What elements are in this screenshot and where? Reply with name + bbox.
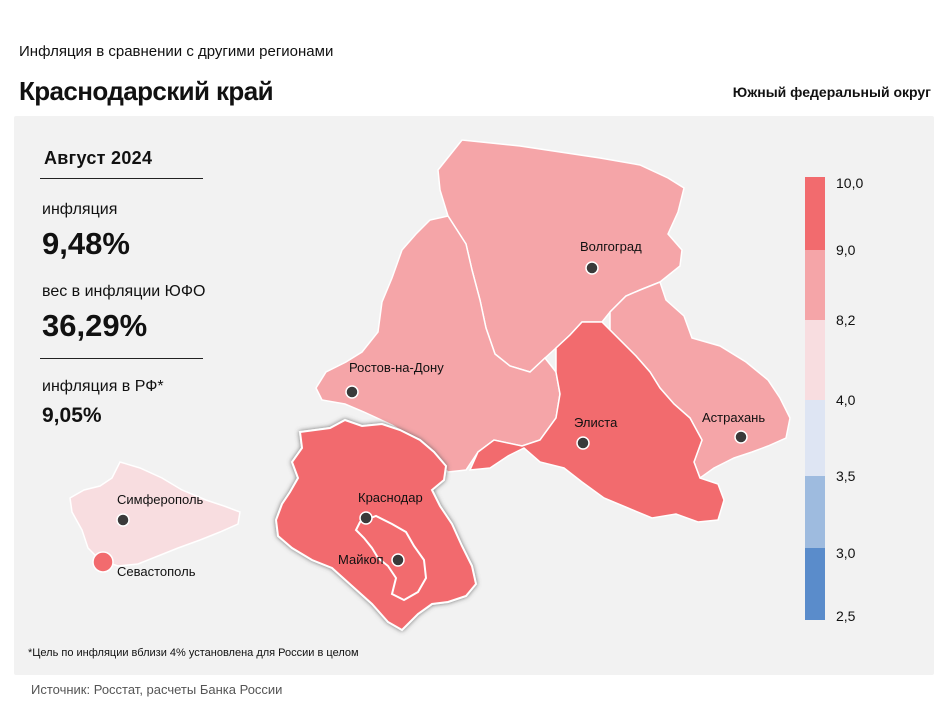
city-label-rostov: Ростов-на-Дону — [349, 360, 444, 375]
city-label-astrakhan: Астрахань — [702, 410, 765, 425]
legend-bin-2_5-3 — [805, 548, 825, 620]
legend-tick-3_5: 3,5 — [836, 468, 856, 484]
legend-bin-8_2-9 — [805, 250, 825, 320]
legend-tick-8_2: 8,2 — [836, 312, 856, 328]
legend-tick-4: 4,0 — [836, 392, 856, 408]
weight-value: 36,29% — [42, 308, 148, 343]
supertitle: Инфляция в сравнении с другими регионами — [19, 43, 334, 60]
city-marker-sevastopol[interactable]: Севастополь — [92, 551, 196, 579]
city-dot-rostov — [345, 385, 359, 399]
russia-inflation-value: 9,05% — [42, 404, 102, 427]
region-crimea[interactable] — [69, 461, 241, 567]
city-dot-simferopol — [116, 513, 130, 527]
divider-bottom — [40, 358, 203, 359]
page-title: Краснодарский край — [19, 76, 274, 106]
legend-bin-3_5-4 — [805, 400, 825, 476]
legend-tick-9: 9,0 — [836, 242, 856, 258]
legend-tick-2_5: 2,5 — [836, 608, 856, 624]
footnote: *Цель по инфляции вблизи 4% установлена … — [28, 647, 359, 659]
legend-bin-9-10 — [805, 177, 825, 250]
legend-bin-4-8_2 — [805, 320, 825, 400]
weight-label: вес в инфляции ЮФО — [42, 283, 206, 300]
city-label-volgograd: Волгоград — [580, 239, 642, 254]
city-marker-krasnodar[interactable]: Краснодар — [358, 490, 423, 525]
city-label-simferopol: Симферополь — [117, 492, 204, 507]
city-label-sevastopol: Севастополь — [117, 564, 196, 579]
district-label: Южный федеральный округ — [732, 84, 931, 100]
sevastopol-region-circle — [92, 551, 114, 573]
legend-bin-3-3_5 — [805, 476, 825, 548]
city-dot-volgograd — [585, 261, 599, 275]
russia-inflation-label: инфляция в РФ* — [42, 378, 164, 395]
city-marker-simferopol[interactable]: Симферополь — [116, 492, 204, 527]
city-label-maykop: Майкоп — [338, 552, 384, 567]
color-legend: 10,0 9,0 8,2 4,0 3,5 3,0 2,5 — [805, 175, 863, 624]
region-adygea[interactable] — [354, 514, 428, 602]
city-label-krasnodar: Краснодар — [358, 490, 423, 505]
source-note: Источник: Росстат, расчеты Банка России — [31, 682, 283, 697]
city-marker-volgograd[interactable]: Волгоград — [580, 239, 642, 275]
legend-tick-10: 10,0 — [836, 175, 863, 191]
city-marker-elista[interactable]: Элиста — [574, 415, 618, 450]
inflation-label: инфляция — [42, 201, 118, 218]
city-label-elista: Элиста — [574, 415, 618, 430]
city-marker-maykop[interactable]: Майкоп — [338, 552, 405, 567]
city-dot-astrakhan — [734, 430, 748, 444]
city-dot-elista — [576, 436, 590, 450]
city-marker-astrakhan[interactable]: Астрахань — [702, 410, 765, 444]
city-dot-krasnodar — [359, 511, 373, 525]
divider-top — [40, 178, 203, 179]
inflation-value: 9,48% — [42, 226, 130, 261]
region-rostov[interactable] — [315, 215, 561, 473]
city-dot-maykop — [391, 553, 405, 567]
region-kalmykia[interactable] — [468, 321, 725, 523]
legend-tick-3: 3,0 — [836, 545, 856, 561]
period-label: Август 2024 — [44, 148, 153, 168]
city-marker-rostov[interactable]: Ростов-на-Дону — [345, 360, 444, 399]
